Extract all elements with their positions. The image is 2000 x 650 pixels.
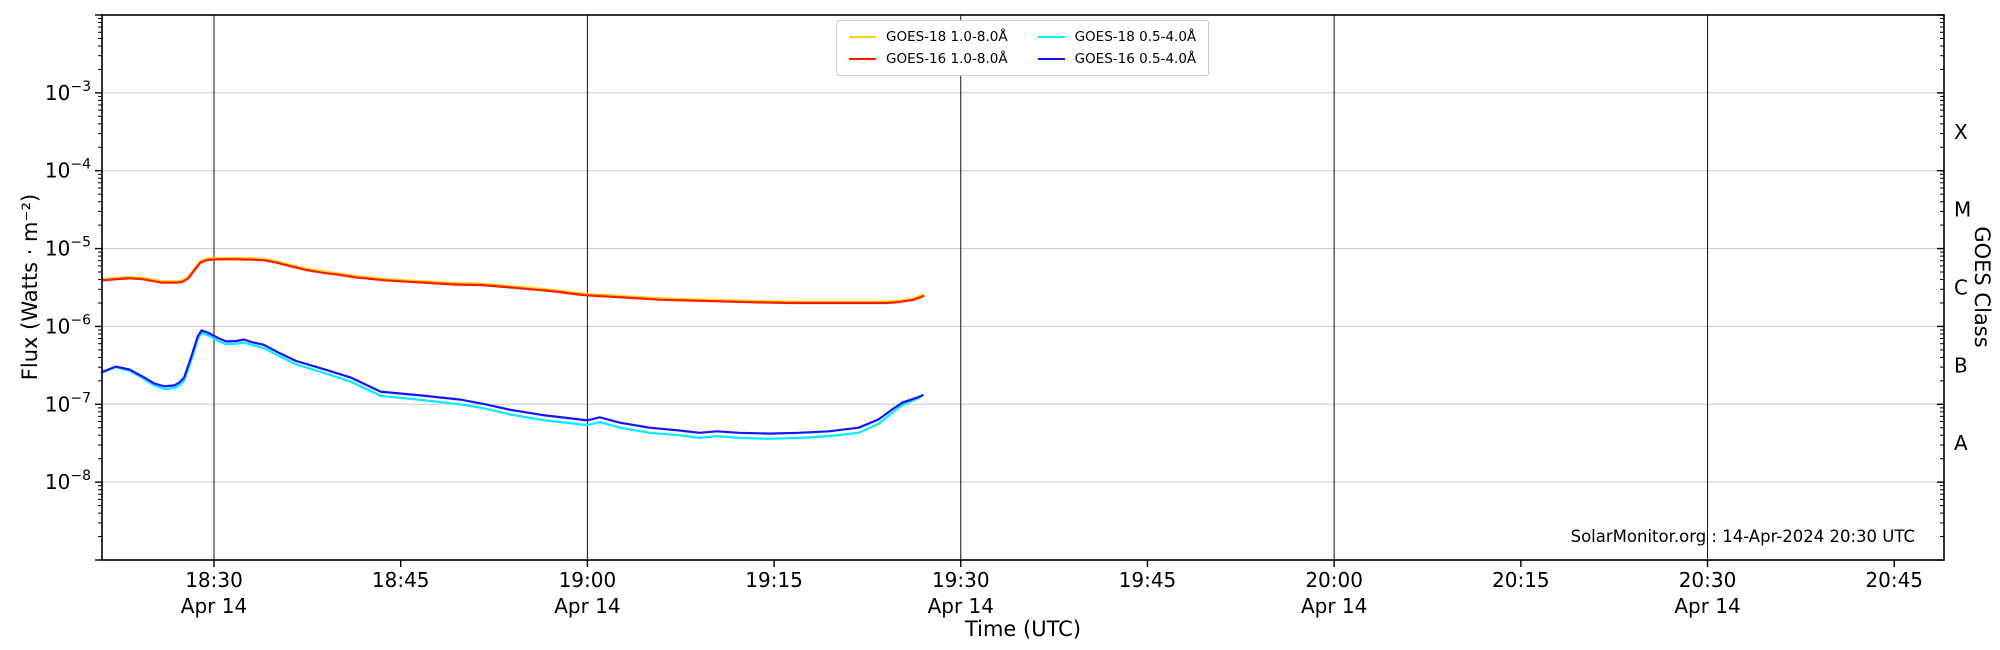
x-tick-label: 20:15 [1492,568,1550,592]
y-tick-label: 10−5 [45,235,91,261]
goes-class-label: B [1954,353,1968,377]
x-tick-label: 20:45 [1865,568,1923,592]
goes-class-label: A [1954,431,1968,455]
series-goes-16-0-5-4-0- [100,329,924,435]
legend-line-swatch-icon [849,58,876,60]
legend-label: GOES-18 0.5-4.0Å [1074,29,1197,45]
legend-item: GOES-18 0.5-4.0Å [1037,29,1197,45]
x-tick-label: 19:15 [745,568,803,592]
y-tick-label: 10−4 [45,157,91,183]
legend-label: GOES-16 1.0-8.0Å [886,51,1008,67]
x-tick-label: 18:30 [185,568,243,592]
series-goes-18-0-5-4-0- [100,331,925,440]
x-tick-day-label: Apr 14 [1674,594,1740,618]
x-tick-day-label: Apr 14 [554,594,620,618]
x-tick-label: 19:30 [932,568,990,592]
series-goes-18-1-0-8-0- [100,256,925,303]
goes-class-label: M [1954,198,1971,222]
legend-label: GOES-16 0.5-4.0Å [1074,51,1197,67]
legend: GOES-18 1.0-8.0Å GOES-16 1.0-8.0Å GOES-1… [836,20,1210,76]
x-axis-label: Time (UTC) [964,617,1082,641]
x-tick-label: 20:00 [1305,568,1363,592]
x-tick-label: 18:45 [372,568,430,592]
y-axis-label: Flux (Watts · m⁻²) [18,193,42,381]
x-tick-label: 19:45 [1119,568,1177,592]
legend-line-swatch-icon [1037,58,1065,60]
x-tick-label: 20:30 [1679,568,1737,592]
watermark-timestamp: SolarMonitor.org : 14-Apr-2024 20:30 UTC [1570,527,1915,546]
y-tick-label: 10−3 [45,79,91,105]
legend-item: GOES-16 1.0-8.0Å [849,51,1008,67]
y-tick-label: 10−8 [45,468,91,494]
plot-border [101,14,1945,561]
x-tick-label: 19:00 [559,568,617,592]
y-tick-label: 10−7 [45,390,91,416]
y-tick-label: 10−6 [45,312,91,338]
legend-item: GOES-16 0.5-4.0Å [1037,51,1197,67]
x-tick-day-label: Apr 14 [1301,594,1367,618]
legend-line-swatch-icon [1037,36,1065,38]
legend-item: GOES-18 1.0-8.0Å [849,29,1008,45]
goes-class-label: X [1954,120,1968,144]
x-tick-day-label: Apr 14 [181,594,247,618]
x-tick-day-label: Apr 14 [928,594,994,618]
legend-label: GOES-18 1.0-8.0Å [886,29,1008,45]
legend-line-swatch-icon [849,36,876,38]
series-goes-16-1-0-8-0- [100,258,925,305]
right-axis-label: GOES Class [1970,226,1994,348]
goes-class-label: C [1954,276,1968,300]
